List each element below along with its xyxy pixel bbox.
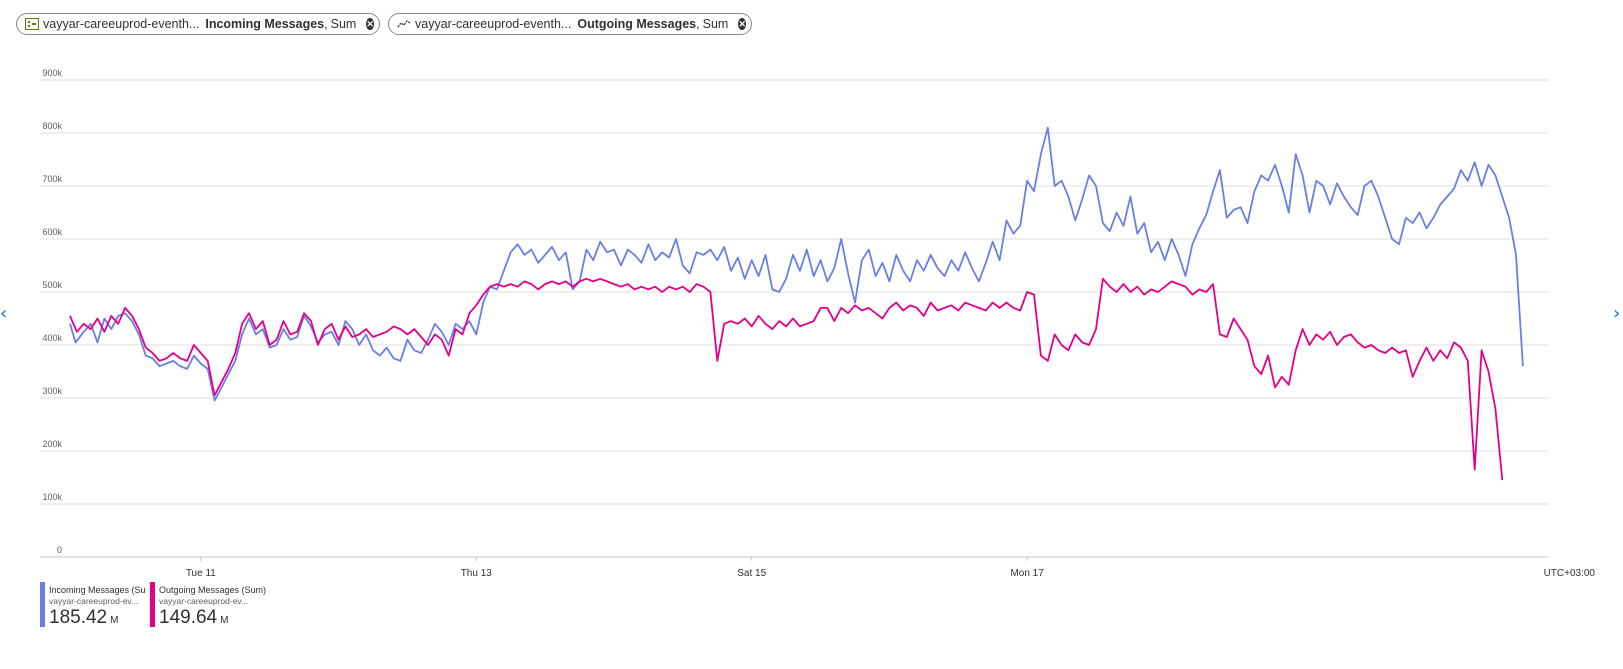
legend-total-unit: M bbox=[110, 615, 119, 626]
legend-total: 149.64 M bbox=[159, 607, 228, 629]
x-tick-label: Tue 11 bbox=[186, 568, 216, 579]
y-tick-label: 800k bbox=[42, 121, 62, 131]
y-tick-label: 200k bbox=[42, 439, 62, 449]
y-tick-label: 400k bbox=[42, 333, 62, 343]
x-tick-label: Sat 15 bbox=[737, 568, 766, 579]
close-icon[interactable]: ✕ bbox=[738, 18, 746, 30]
metric-pill-outgoing[interactable]: vayyar-careeuprod-eventh... Outgoing Mes… bbox=[388, 13, 752, 35]
legend-total-value: 149.64 bbox=[159, 607, 218, 628]
legend-total: 185.42 M bbox=[49, 607, 118, 629]
x-tick-label: Mon 17 bbox=[1010, 568, 1044, 579]
metric-pill-incoming[interactable]: vayyar-careeuprod-eventh... Incoming Mes… bbox=[16, 13, 380, 35]
y-tick-label: 500k bbox=[42, 280, 62, 290]
legend-item-incoming[interactable]: Incoming Messages (Sum) vayyar-careeupro… bbox=[40, 582, 148, 628]
line-chart-icon bbox=[397, 18, 411, 30]
pill-resource: vayyar-careeuprod-eventh... bbox=[43, 17, 200, 31]
legend-item-outgoing[interactable]: Outgoing Messages (Sum) vayyar-careeupro… bbox=[150, 582, 270, 628]
y-tick-label: 900k bbox=[42, 68, 62, 78]
chevron-right-icon[interactable]: › bbox=[1613, 303, 1621, 324]
legend-color-swatch bbox=[150, 582, 155, 627]
y-tick-label: 600k bbox=[42, 227, 62, 237]
chevron-left-icon[interactable]: ‹ bbox=[0, 303, 8, 324]
pill-metric: Incoming Messages bbox=[205, 17, 325, 31]
legend-total-value: 185.42 bbox=[49, 607, 108, 628]
line-chart[interactable]: 0 100k 200k 300k 400k 500k 600k 700k 800k 900k Tu… bbox=[0, 60, 1623, 585]
legend-color-swatch bbox=[40, 582, 45, 627]
y-axis-ticks: 0 100k 200k 300k 400k 500k 600k 700k 800k 900k bbox=[42, 68, 62, 555]
y-tick-label: 100k bbox=[42, 492, 62, 502]
legend-resource: vayyar-careeuprod-ev... bbox=[49, 596, 139, 606]
pill-resource: vayyar-careeuprod-eventh... bbox=[415, 17, 572, 31]
chart-series bbox=[69, 126, 1524, 481]
legend-resource: vayyar-careeuprod-ev... bbox=[159, 596, 249, 606]
y-tick-label: 0 bbox=[57, 545, 62, 555]
series-line-incoming bbox=[69, 126, 1524, 402]
legend-series-name: Incoming Messages (Sum) bbox=[49, 585, 145, 595]
legend-series-name: Outgoing Messages (Sum) bbox=[159, 585, 267, 595]
pill-aggregation: Sum bbox=[330, 17, 357, 31]
timezone-label: UTC+03:00 bbox=[1544, 568, 1596, 579]
x-tick-label: Thu 13 bbox=[461, 568, 493, 579]
y-tick-label: 300k bbox=[42, 386, 62, 396]
close-icon[interactable]: ✕ bbox=[366, 18, 374, 30]
series-line-outgoing bbox=[69, 277, 1504, 481]
pill-aggregation: Sum bbox=[702, 17, 729, 31]
y-tick-label: 700k bbox=[42, 174, 62, 184]
legend-total-unit: M bbox=[220, 615, 229, 626]
x-axis-ticks: Tue 11 Thu 13 Sat 15 Mon 17 bbox=[186, 557, 1044, 579]
event-hub-icon bbox=[25, 18, 39, 30]
pill-metric: Outgoing Messages bbox=[577, 17, 697, 31]
